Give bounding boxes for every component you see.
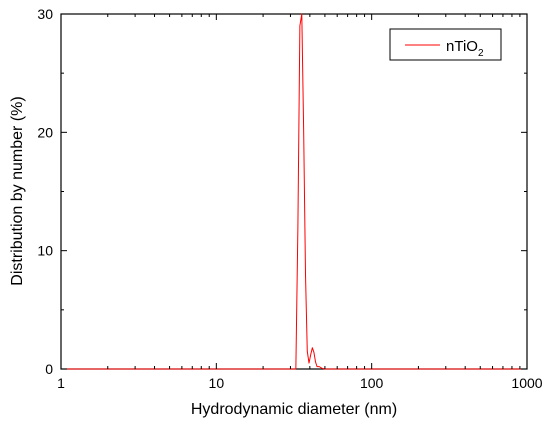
y-axis-label: Distribution by number (%) <box>9 96 26 285</box>
x-tick-label: 100 <box>360 375 384 391</box>
legend-label-main: nTiO <box>446 38 478 55</box>
y-tick-label: 20 <box>37 124 53 140</box>
plot-frame <box>60 13 528 370</box>
x-tick-label: 1000 <box>511 375 542 391</box>
x-axis-label: Hydrodynamic diameter (nm) <box>191 401 397 418</box>
y-tick-label: 30 <box>37 6 53 22</box>
y-tick-label: 0 <box>45 361 53 377</box>
series-line-ntio2 <box>61 13 527 370</box>
x-axis-ticks: 1 10 100 1000 <box>57 14 543 391</box>
legend: nTiO2 <box>389 28 502 61</box>
x-tick-label: 1 <box>57 375 65 391</box>
legend-label: nTiO2 <box>446 38 484 59</box>
y-tick-label: 10 <box>37 243 53 259</box>
legend-label-subscript: 2 <box>478 48 484 59</box>
series-layer <box>61 13 527 370</box>
y-axis-ticks: 0 10 20 30 <box>37 6 527 377</box>
x-tick-label: 10 <box>209 375 225 391</box>
